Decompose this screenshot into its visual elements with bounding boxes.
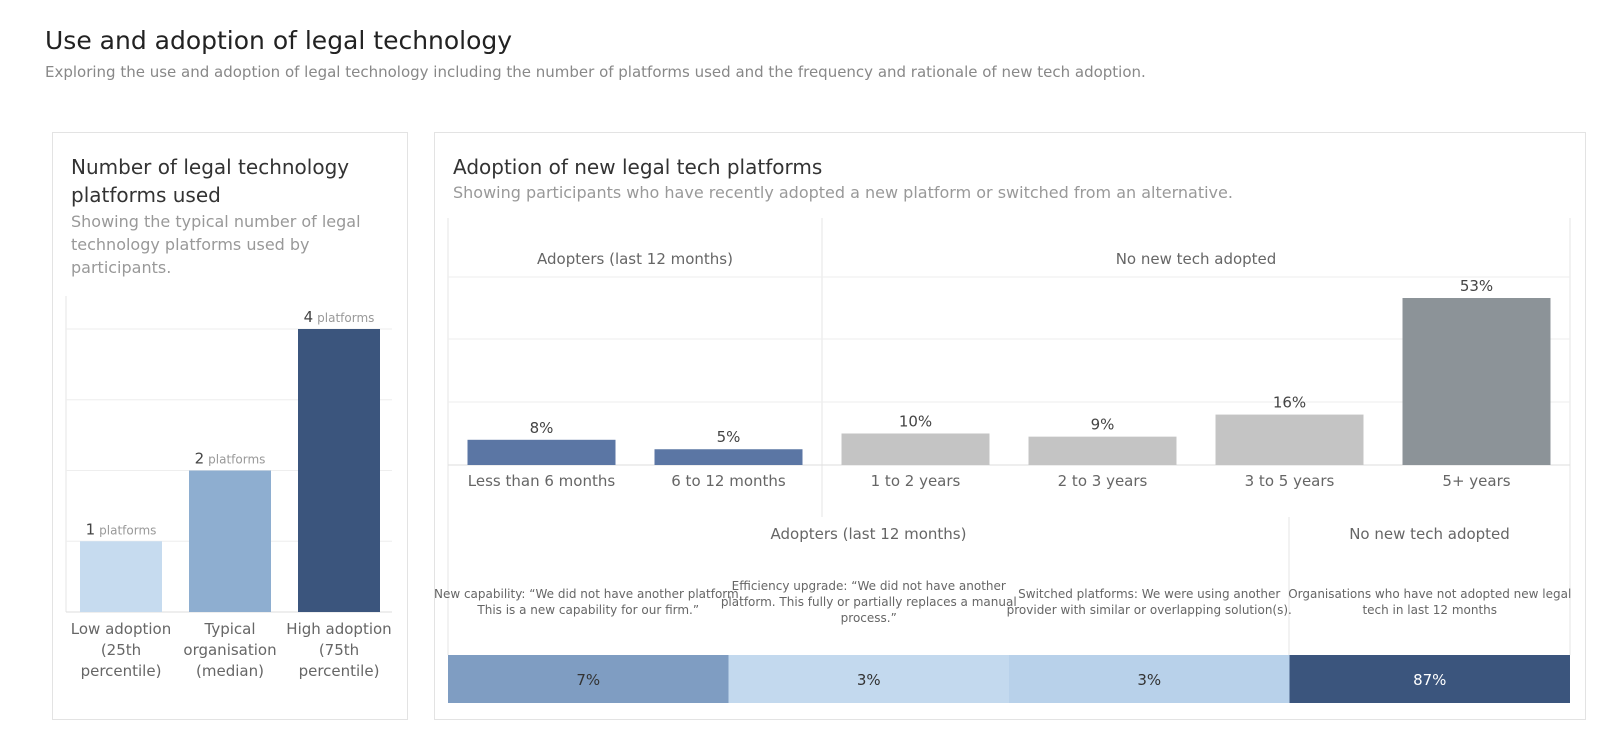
bar-value-unit: platforms [99, 523, 156, 537]
bar [80, 541, 162, 612]
adoption-timing-bar-chart: Adopters (last 12 months) No new tech ado… [447, 218, 1571, 517]
page-title: Use and adoption of legal technology [45, 26, 513, 55]
bar-value-label: 16% [1273, 394, 1306, 412]
adoption-panel: Adoption of new legal tech platforms Sho… [434, 132, 1586, 720]
platforms-used-panel: Number of legal technology platforms use… [52, 132, 408, 720]
platforms-panel-subtitle: Showing the typical number of legal tech… [71, 210, 361, 279]
platforms-title-line2: platforms used [71, 183, 221, 207]
segment-description: Organisations who have not adopted new l… [1288, 587, 1571, 601]
category-label: High adoption [286, 620, 391, 638]
category-label: 6 to 12 months [671, 472, 786, 490]
bar-value-label: 8% [530, 419, 554, 437]
bar-value: 1 [86, 520, 96, 538]
segment-description: New capability: “We did not have another… [434, 587, 743, 601]
page-subtitle: Exploring the use and adoption of legal … [45, 63, 1146, 81]
bar-value: 2 [195, 450, 205, 468]
bar-value: 4 [304, 308, 314, 326]
category-label: (75th [319, 641, 359, 659]
segment-description: Switched platforms: We were using anothe… [1018, 587, 1280, 601]
category-label: percentile) [81, 662, 162, 680]
category-label: 5+ years [1442, 472, 1510, 490]
category-label: Typical [204, 620, 256, 638]
segment-value-label: 7% [576, 671, 600, 689]
bar [467, 439, 616, 465]
segment-description: tech in last 12 months [1362, 603, 1497, 617]
adoption-panel-title: Adoption of new legal tech platforms [453, 155, 823, 179]
stacked-segment [1289, 655, 1570, 703]
bar-value-label: 1 platforms [86, 520, 157, 538]
stacked-segment [728, 655, 1009, 703]
platforms-title-line1: Number of legal technology [71, 155, 350, 179]
group-header: Adopters (last 12 months) [537, 250, 733, 268]
adoption-panel-subtitle: Showing participants who have recently a… [453, 183, 1233, 202]
bar [189, 470, 271, 612]
bar [654, 449, 803, 465]
bar-value-label: 53% [1460, 277, 1493, 295]
group-header: No new tech adopted [1349, 525, 1510, 543]
bar-value-label: 10% [899, 412, 932, 430]
segment-value-label: 87% [1413, 671, 1446, 689]
bar [298, 329, 380, 612]
category-label: 3 to 5 years [1245, 472, 1335, 490]
bar [1215, 414, 1364, 465]
bar-value-label: 5% [717, 428, 741, 446]
platforms-subtitle-line2: technology platforms used by [71, 235, 310, 254]
stacked-segment [1009, 655, 1290, 703]
segment-value-label: 3% [1137, 671, 1161, 689]
category-label: Less than 6 months [468, 472, 616, 490]
segment-description: Efficiency upgrade: “We did not have ano… [732, 579, 1006, 593]
category-label: (25th [101, 641, 141, 659]
adoption-rationale-stacked-bar: Adopters (last 12 months) No new tech ado… [434, 517, 1571, 703]
segment-description: platform. This fully or partially replac… [721, 595, 1017, 609]
bar-value-label: 2 platforms [195, 450, 266, 468]
category-label: percentile) [299, 662, 380, 680]
bar-value-label: 9% [1091, 416, 1115, 434]
platforms-panel-title: Number of legal technology platforms use… [71, 153, 349, 209]
group-header: No new tech adopted [1116, 250, 1277, 268]
category-label: 2 to 3 years [1058, 472, 1148, 490]
bar-value-unit: platforms [208, 453, 265, 467]
platforms-subtitle-line3: participants. [71, 258, 172, 277]
segment-description: provider with similar or overlapping sol… [1007, 603, 1292, 617]
segment-description: process.” [841, 611, 897, 625]
stacked-segment [448, 655, 729, 703]
bar-value-unit: platforms [317, 311, 374, 325]
group-header: Adopters (last 12 months) [771, 525, 967, 543]
bar [1028, 436, 1177, 465]
category-label: (median) [196, 662, 264, 680]
segment-description: This is a new capability for our firm.” [476, 603, 699, 617]
category-label: organisation [183, 641, 276, 659]
segment-value-label: 3% [857, 671, 881, 689]
category-label: 1 to 2 years [871, 472, 961, 490]
bar-value-label: 4 platforms [304, 308, 375, 326]
platforms-subtitle-line1: Showing the typical number of legal [71, 212, 361, 231]
category-label: Low adoption [71, 620, 171, 638]
bar [1402, 298, 1551, 465]
bar [841, 433, 990, 465]
